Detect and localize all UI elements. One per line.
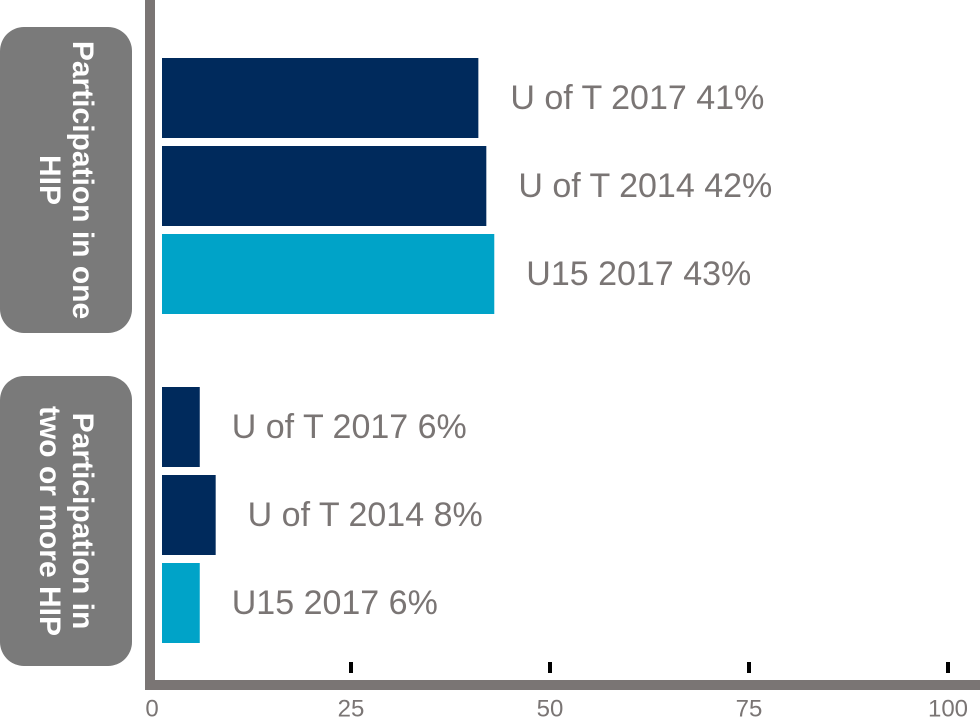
value-label: 43%	[683, 255, 751, 293]
x-tick-label: 50	[537, 695, 564, 722]
data-label: U15 2017 43%	[526, 255, 751, 293]
data-label: U of T 2017 41%	[510, 79, 764, 117]
series-name: U of T 2017	[232, 408, 408, 446]
category-box	[0, 27, 132, 333]
bar	[162, 563, 200, 643]
x-tick-label: 75	[736, 695, 763, 722]
value-label: 6%	[418, 408, 467, 446]
x-axis-line	[145, 680, 980, 690]
value-label: 8%	[434, 496, 483, 534]
bar	[162, 475, 216, 555]
series-name: U of T 2014	[248, 496, 424, 534]
bar	[162, 387, 200, 467]
data-label: U of T 2017 6%	[232, 408, 467, 446]
series-name: U15 2017	[232, 584, 379, 622]
category-box	[0, 376, 132, 666]
bar	[162, 58, 479, 138]
x-tick-label: 100	[928, 695, 968, 722]
x-tick-label: 25	[338, 695, 365, 722]
series-name: U of T 2014	[518, 167, 694, 205]
value-label: 6%	[389, 584, 438, 622]
data-label: U of T 2014 42%	[518, 167, 772, 205]
data-label: U of T 2014 8%	[248, 496, 483, 534]
value-label: 41%	[696, 79, 764, 117]
x-tick-label: 0	[145, 695, 158, 722]
y-axis-line	[145, 0, 155, 690]
bar	[162, 146, 487, 226]
category-label: Participation in one HIP	[33, 40, 99, 320]
value-label: 42%	[704, 167, 772, 205]
series-name: U15 2017	[526, 255, 673, 293]
data-label: U15 2017 6%	[232, 584, 438, 622]
category-label: Participation in two or more HIP	[33, 405, 99, 637]
series-name: U of T 2017	[510, 79, 686, 117]
bar	[162, 234, 495, 314]
